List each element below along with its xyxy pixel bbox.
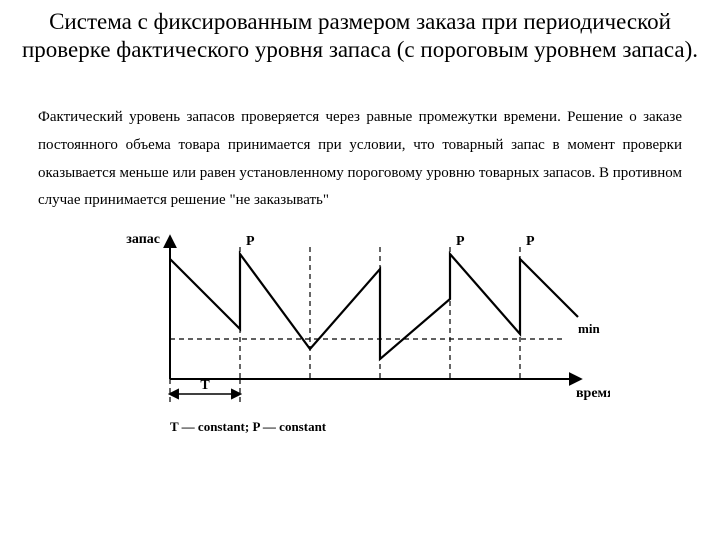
svg-text:T — constant; P — constant: T — constant; P — constant <box>170 419 327 434</box>
page-title: Система с фиксированным размером заказа … <box>20 8 700 64</box>
svg-text:P: P <box>456 234 465 249</box>
slide: Система с фиксированным размером заказа … <box>0 0 720 540</box>
svg-text:min: min <box>578 321 600 336</box>
svg-text:P: P <box>526 234 535 249</box>
diagram-container: min P P Pзапас время T T — constant; P — const… <box>20 229 700 439</box>
body-paragraph: Фактический уровень запасов проверяется … <box>38 104 682 215</box>
svg-text:P: P <box>246 234 255 249</box>
stock-diagram: min P P Pзапас время T T — constant; P — const… <box>110 229 610 439</box>
svg-text:время: время <box>576 386 610 401</box>
svg-text:T: T <box>200 378 210 393</box>
svg-text:запас: запас <box>126 232 160 247</box>
